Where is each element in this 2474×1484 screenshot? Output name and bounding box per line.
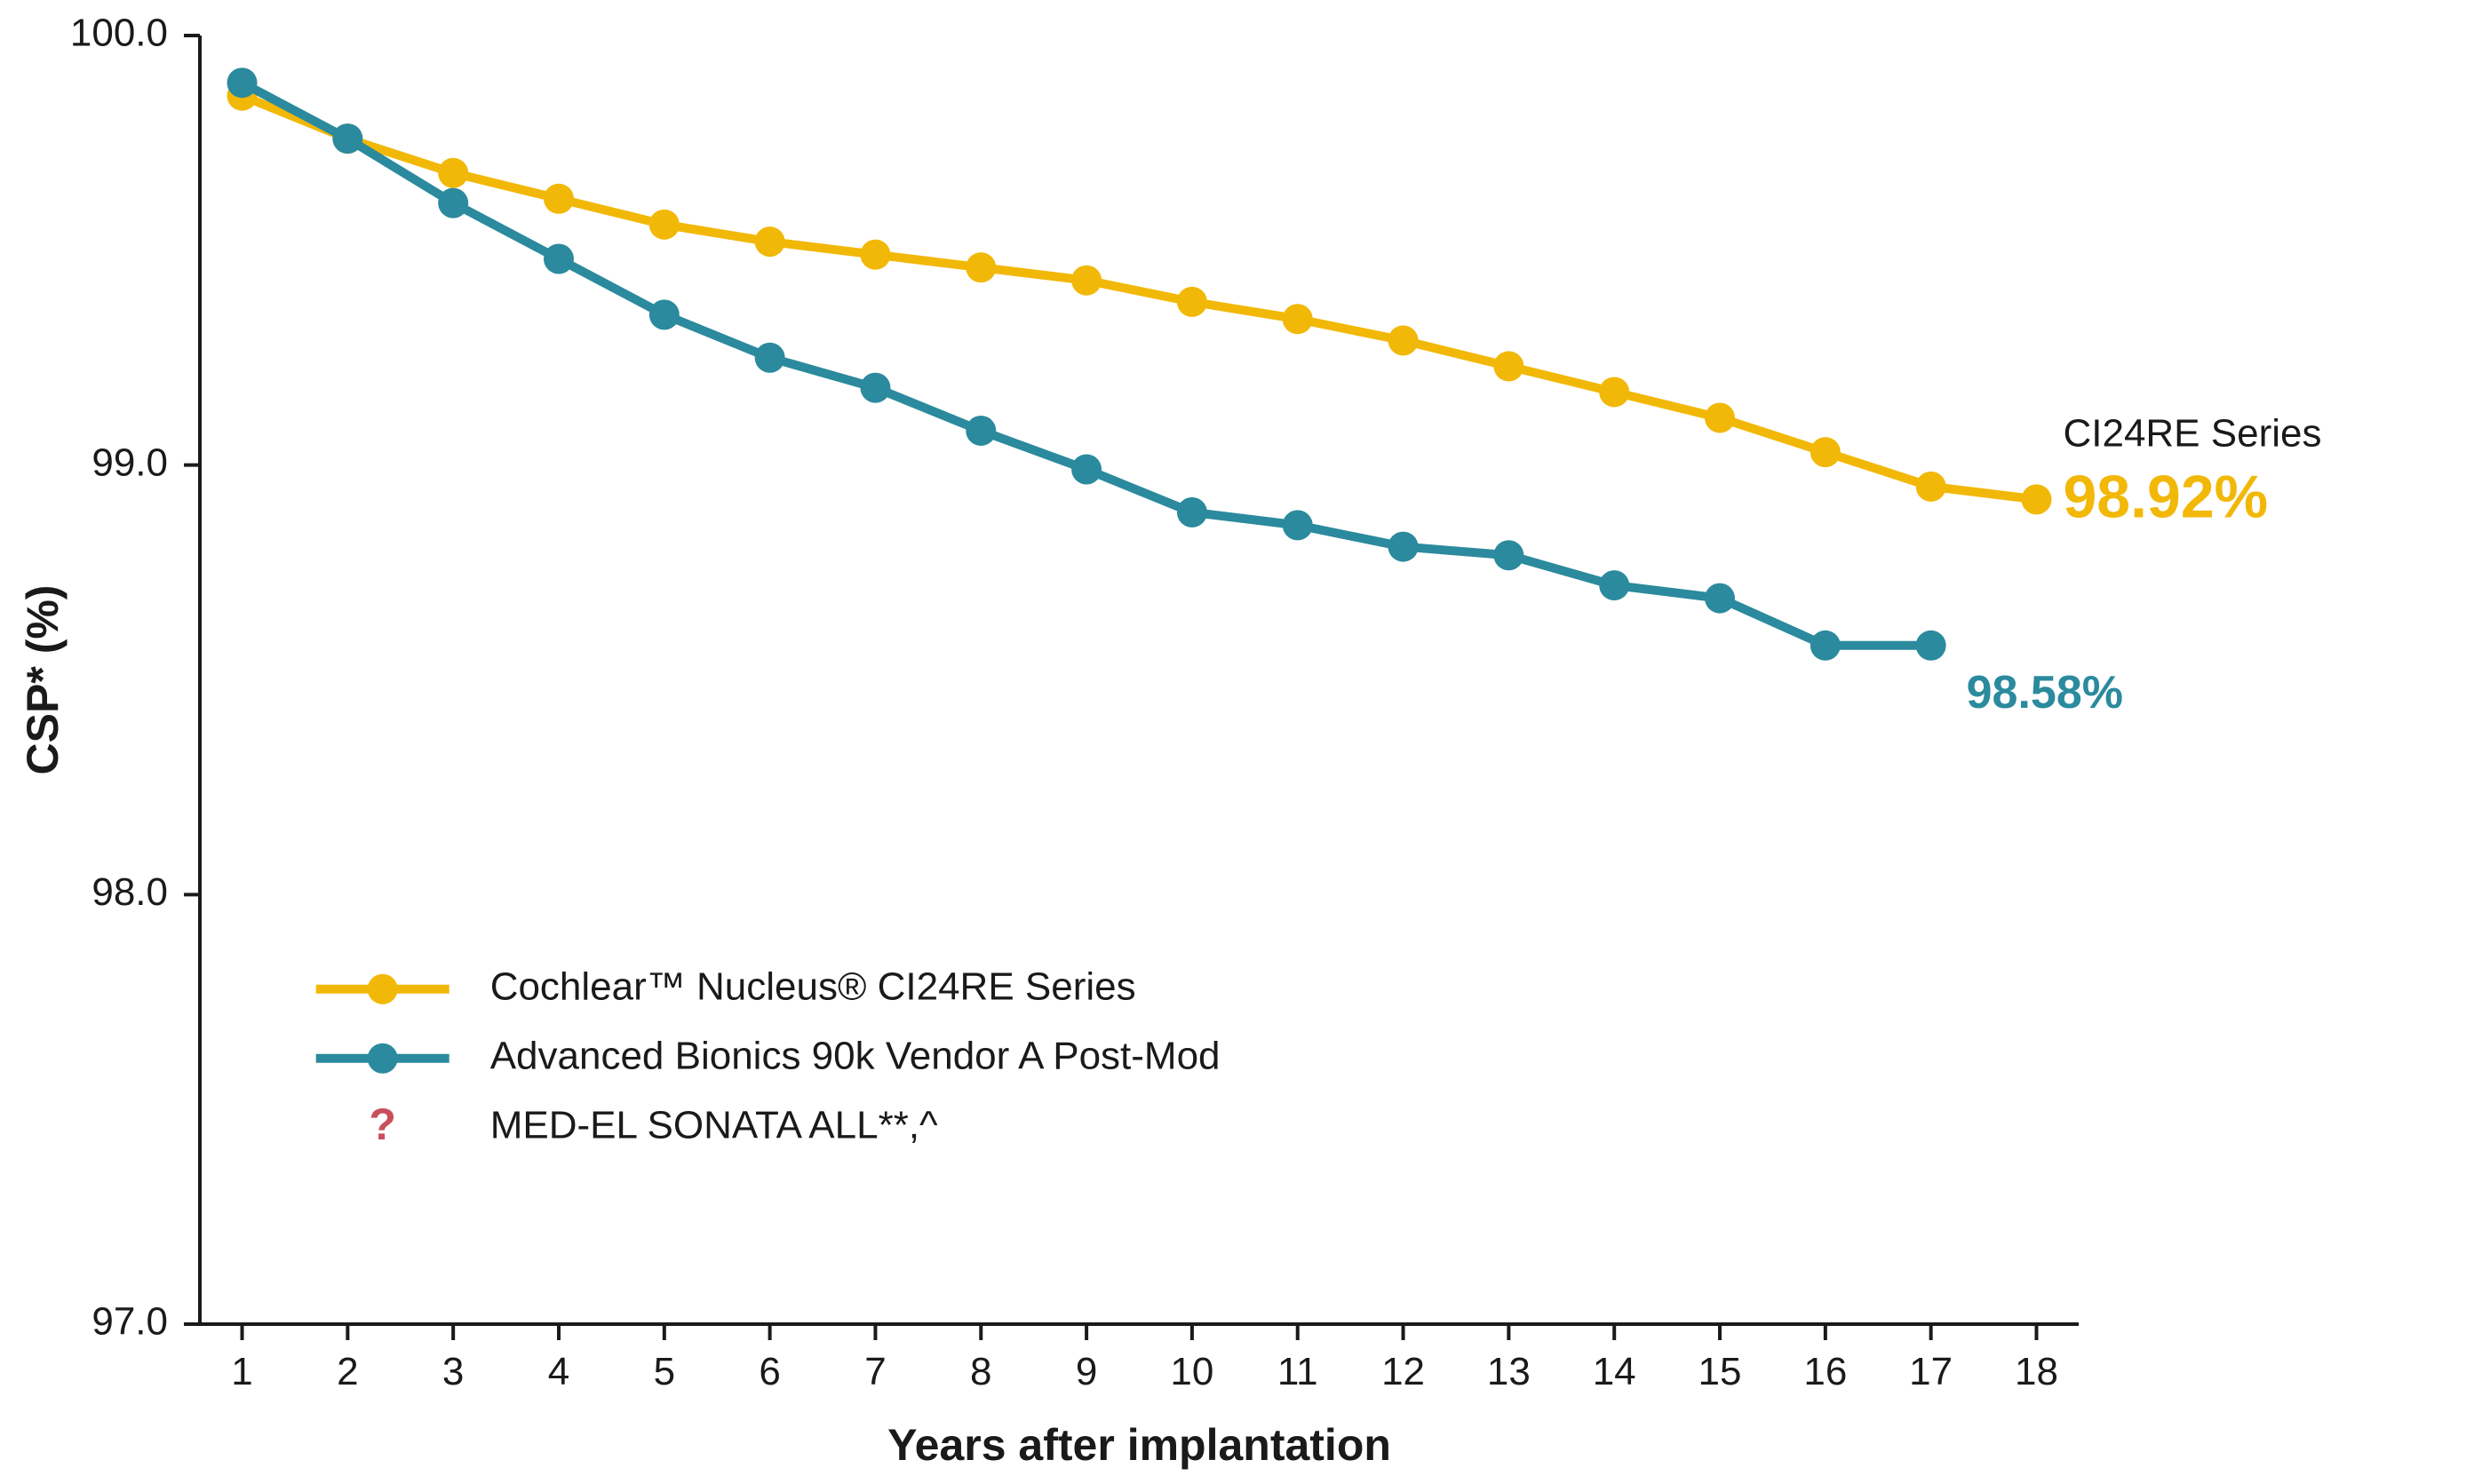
- series-marker-ci24re: [755, 226, 785, 257]
- series-marker-ab90k: [1283, 510, 1313, 540]
- x-tick-label: 6: [759, 1350, 780, 1393]
- series-marker-ci24re: [2021, 484, 2051, 514]
- series-marker-ab90k: [1916, 631, 1946, 661]
- series-marker-ci24re: [649, 210, 680, 240]
- x-tick-label: 15: [1698, 1350, 1742, 1393]
- series-marker-ab90k: [649, 299, 680, 329]
- chart-svg: 97.098.099.0100.012345678910111213141516…: [0, 0, 2474, 1484]
- series-marker-ci24re: [1810, 437, 1841, 467]
- series-marker-ci24re: [1493, 351, 1523, 381]
- x-tick-label: 10: [1170, 1350, 1213, 1393]
- series-marker-ci24re: [1177, 287, 1207, 317]
- x-tick-label: 5: [654, 1350, 675, 1393]
- series-marker-ci24re: [1916, 472, 1946, 502]
- series-marker-ci24re: [438, 158, 468, 188]
- x-tick-label: 17: [1909, 1350, 1953, 1393]
- series-marker-ci24re: [1705, 402, 1735, 433]
- x-tick-label: 7: [864, 1350, 886, 1393]
- x-tick-label: 18: [2015, 1350, 2058, 1393]
- series-marker-ab90k: [860, 373, 890, 403]
- series-marker-ab90k: [1388, 532, 1419, 562]
- series-marker-ab90k: [227, 67, 258, 98]
- x-tick-label: 9: [1076, 1350, 1097, 1393]
- x-tick-label: 12: [1381, 1350, 1425, 1393]
- x-tick-label: 13: [1487, 1350, 1531, 1393]
- chart-bg: [0, 0, 2474, 1484]
- legend-label: MED-EL SONATA ALL**,^: [490, 1103, 938, 1147]
- x-tick-label: 14: [1593, 1350, 1636, 1393]
- series-marker-ab90k: [332, 123, 362, 154]
- x-tick-label: 2: [337, 1350, 358, 1393]
- csp-line-chart: 97.098.099.0100.012345678910111213141516…: [0, 0, 2474, 1484]
- x-axis-label: Years after implantation: [887, 1420, 1391, 1470]
- series-marker-ci24re: [966, 252, 996, 282]
- series-marker-ab90k: [966, 416, 996, 446]
- series-end-value-ci24re: 98.92%: [2063, 463, 2268, 530]
- series-marker-ab90k: [1705, 583, 1735, 614]
- legend-marker-sample: [368, 1044, 398, 1074]
- series-marker-ci24re: [1283, 304, 1313, 334]
- legend-marker-sample: [368, 974, 398, 1004]
- series-marker-ab90k: [1493, 540, 1523, 570]
- legend-label: Advanced Bionics 90k Vendor A Post-Mod: [490, 1034, 1221, 1077]
- series-marker-ab90k: [1810, 631, 1841, 661]
- x-tick-label: 16: [1803, 1350, 1847, 1393]
- series-marker-ab90k: [1177, 497, 1207, 528]
- y-tick-label: 98.0: [91, 870, 168, 914]
- y-tick-label: 97.0: [91, 1300, 168, 1344]
- series-marker-ab90k: [544, 244, 574, 274]
- series-marker-ab90k: [1071, 455, 1102, 485]
- question-mark-icon: ?: [369, 1099, 396, 1149]
- series-marker-ci24re: [544, 184, 574, 214]
- y-tick-label: 100.0: [70, 12, 168, 55]
- x-tick-label: 1: [231, 1350, 252, 1393]
- series-marker-ci24re: [1599, 377, 1629, 407]
- series-marker-ci24re: [1388, 325, 1419, 355]
- series-marker-ci24re: [860, 240, 890, 270]
- series-marker-ab90k: [1599, 570, 1629, 600]
- y-axis-label: CSP* (%): [18, 585, 68, 775]
- x-tick-label: 3: [442, 1350, 464, 1393]
- series-end-title-ci24re: CI24RE Series: [2063, 411, 2321, 455]
- y-tick-label: 99.0: [91, 440, 168, 484]
- x-tick-label: 4: [548, 1350, 569, 1393]
- series-marker-ab90k: [755, 343, 785, 373]
- series-end-value-ab90k: 98.58%: [1967, 667, 2123, 718]
- x-tick-label: 8: [970, 1350, 991, 1393]
- series-marker-ab90k: [438, 188, 468, 218]
- series-marker-ci24re: [1071, 266, 1102, 296]
- legend-label: Cochlear™ Nucleus® CI24RE Series: [490, 964, 1136, 1008]
- x-tick-label: 11: [1277, 1350, 1318, 1393]
